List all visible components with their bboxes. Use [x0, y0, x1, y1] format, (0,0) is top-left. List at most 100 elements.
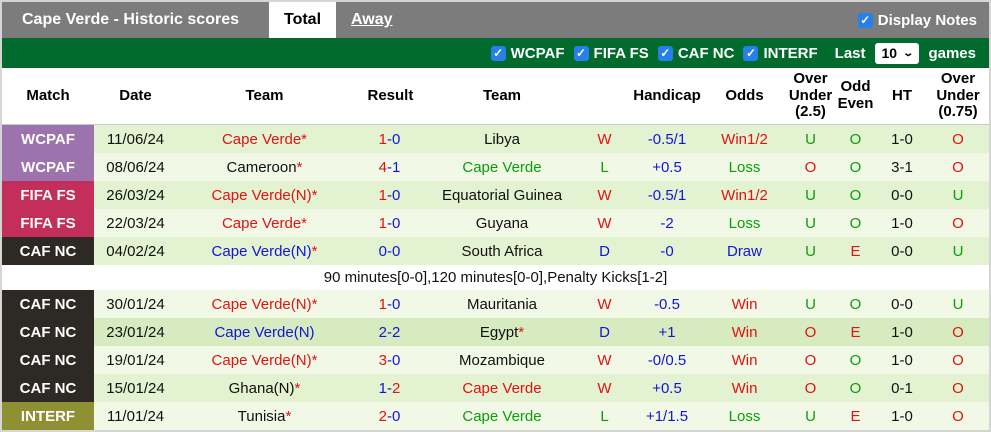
- home-team-cell-text: *: [294, 379, 301, 397]
- competition-badge: CAF NC: [2, 237, 94, 265]
- home-team-cell: Cape Verde(N)*: [177, 346, 352, 374]
- date-cell: 19/01/24: [94, 346, 177, 374]
- away-team-cell: Cape Verde: [427, 374, 577, 402]
- odds-cell: Win: [702, 346, 787, 374]
- home-team-cell: Ghana(N) *: [177, 374, 352, 402]
- over-under-75-cell: O: [927, 318, 989, 346]
- filter-interf[interactable]: ✓ INTERF: [743, 44, 818, 62]
- result-cell-text: 1: [378, 130, 387, 148]
- match-row: WCPAF 08/06/24 Cameroon * 4 -1 Cape Verde L +0.5…: [2, 153, 989, 181]
- odds-cell-text: Win: [731, 295, 758, 313]
- away-team-cell: Mozambique: [427, 346, 577, 374]
- handicap-cell: +1/1.5: [632, 402, 702, 430]
- wdl-cell-text: W: [597, 214, 612, 232]
- ht-cell-text: 0-0: [891, 242, 913, 260]
- odds-cell-text: Win: [731, 379, 758, 397]
- home-team-cell: Cape Verde(N)*: [177, 290, 352, 318]
- home-team-cell: Cape Verde*: [177, 209, 352, 237]
- result-cell-text: 0-0: [378, 242, 401, 260]
- over-under-25-cell-text: U: [805, 407, 816, 425]
- last-games-select[interactable]: 10 ⌄: [874, 42, 920, 64]
- match-row: FIFA FS 26/03/24 Cape Verde(N)* 1 -0 Equatori…: [2, 181, 989, 209]
- wdl-cell: L: [577, 402, 632, 430]
- odds-cell: Win: [702, 290, 787, 318]
- match-row: CAF NC 23/01/24 Cape Verde(N) 2-2 Egypt * D +1 W…: [2, 318, 989, 346]
- filter-fifa-fs[interactable]: ✓ FIFA FS: [573, 45, 649, 62]
- display-notes-label: Display Notes: [877, 11, 977, 29]
- odd-even-cell-text: O: [849, 186, 862, 204]
- date-cell: 11/06/24: [94, 125, 177, 153]
- ht-cell: 0-0: [877, 181, 927, 209]
- handicap-cell-text: -0.5: [654, 295, 680, 313]
- result-cell-text: -0: [387, 130, 401, 148]
- odd-even-cell: E: [834, 318, 877, 346]
- display-notes-toggle[interactable]: ✓ Display Notes: [857, 2, 977, 38]
- home-team-cell: Cape Verde*: [177, 125, 352, 153]
- wdl-cell: W: [577, 346, 632, 374]
- odd-even-cell-text: O: [849, 214, 862, 232]
- date-cell-text: 19/01/24: [106, 351, 165, 369]
- col-header-odds: Odds: [725, 86, 764, 104]
- checkbox-checked-icon[interactable]: ✓: [657, 45, 673, 61]
- ht-cell: 1-0: [877, 346, 927, 374]
- home-team-cell-text: Cape Verde(N): [214, 323, 315, 341]
- competition-badge: WCPAF: [2, 125, 94, 153]
- wdl-cell-text: L: [600, 158, 609, 176]
- checkbox-checked-icon[interactable]: ✓: [743, 45, 759, 61]
- odds-cell-text: Loss: [728, 158, 761, 176]
- over-under-75-cell-text: O: [952, 379, 964, 397]
- wdl-cell: D: [577, 318, 632, 346]
- over-under-25-cell: U: [787, 290, 834, 318]
- top-bar-spacer: [408, 2, 858, 38]
- odd-even-cell: O: [834, 374, 877, 402]
- checkbox-checked-icon[interactable]: ✓: [573, 45, 589, 61]
- away-team-cell-text: Cape Verde: [462, 379, 542, 397]
- over-under-75-cell-text: O: [952, 407, 964, 425]
- result-cell-text: 1: [378, 214, 387, 232]
- match-note-row: 90 minutes[0-0],120 minutes[0-0],Penalty…: [2, 265, 989, 290]
- over-under-75-cell: U: [927, 237, 989, 265]
- checkbox-checked-icon[interactable]: ✓: [490, 45, 506, 61]
- home-team-cell-text: Ghana(N): [228, 379, 295, 397]
- checkbox-checked-icon[interactable]: ✓: [857, 12, 873, 28]
- over-under-75-cell: U: [927, 290, 989, 318]
- handicap-cell-text: -0: [660, 242, 674, 260]
- over-under-25-cell: O: [787, 153, 834, 181]
- wdl-cell: W: [577, 209, 632, 237]
- col-header-over-under-75: Over Under (0.75): [936, 69, 980, 121]
- filter-caf-nc[interactable]: ✓ CAF NC: [657, 45, 734, 62]
- over-under-25-cell-text: O: [804, 323, 817, 341]
- tab-total[interactable]: Total: [268, 2, 337, 38]
- filter-bar: ✓ WCPAF ✓ FIFA FS ✓ CAF NC ✓ INTERF Last 10 ⌄ g…: [2, 38, 989, 68]
- result-cell: 2-2: [352, 318, 427, 346]
- filter-wcpaf[interactable]: ✓ WCPAF: [490, 45, 565, 62]
- odds-cell-text: Win1/2: [721, 130, 768, 148]
- away-team-cell: Cape Verde: [427, 402, 577, 430]
- over-under-25-cell: U: [787, 125, 834, 153]
- last-label: Last: [834, 44, 866, 62]
- date-cell: 15/01/24: [94, 374, 177, 402]
- result-cell-text: 3: [378, 351, 387, 369]
- handicap-cell-text: -0.5/1: [647, 130, 687, 148]
- home-team-cell-text: Cape Verde*: [221, 130, 308, 148]
- tab-away[interactable]: Away: [336, 2, 408, 38]
- wdl-cell: W: [577, 374, 632, 402]
- over-under-25-cell: O: [787, 374, 834, 402]
- home-team-cell: Cameroon *: [177, 153, 352, 181]
- competition-badge: CAF NC: [2, 346, 94, 374]
- home-team-cell: Cape Verde(N)*: [177, 237, 352, 265]
- over-under-25-cell-text: U: [805, 186, 816, 204]
- date-cell: 26/03/24: [94, 181, 177, 209]
- top-bar: Cape Verde - Historic scores Total Away …: [2, 2, 989, 38]
- away-team-cell-text: *: [518, 323, 525, 341]
- filter-label: INTERF: [763, 44, 818, 62]
- over-under-25-cell-text: U: [805, 130, 816, 148]
- home-team-cell-text: *: [285, 407, 292, 425]
- away-team-cell: Egypt *: [427, 318, 577, 346]
- odds-cell-text: Win: [731, 323, 758, 341]
- col-header-result: Result: [367, 86, 414, 104]
- result-cell-text: 1-: [378, 379, 392, 397]
- home-team-cell-text: Cape Verde(N)*: [211, 295, 318, 313]
- wdl-cell-text: L: [600, 407, 609, 425]
- ht-cell: 1-0: [877, 125, 927, 153]
